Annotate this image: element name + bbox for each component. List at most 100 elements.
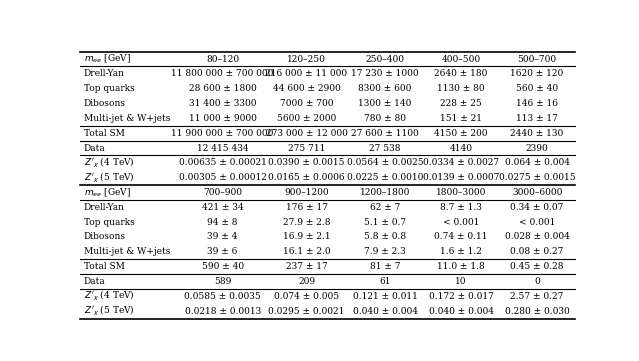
Text: 39 ± 4: 39 ± 4 xyxy=(208,232,238,242)
Text: 80–120: 80–120 xyxy=(206,55,239,64)
Text: Top quarks: Top quarks xyxy=(84,218,135,227)
Text: 27.9 ± 2.8: 27.9 ± 2.8 xyxy=(283,218,330,227)
Text: 0.0334 ± 0.0027: 0.0334 ± 0.0027 xyxy=(423,158,499,168)
Text: $Z'_\chi$ (4 TeV): $Z'_\chi$ (4 TeV) xyxy=(84,289,135,303)
Text: 0.280 ± 0.030: 0.280 ± 0.030 xyxy=(505,306,569,316)
Text: 0.00305 ± 0.00012: 0.00305 ± 0.00012 xyxy=(179,173,266,182)
Text: 8300 ± 600: 8300 ± 600 xyxy=(358,84,412,93)
Text: 28 600 ± 1800: 28 600 ± 1800 xyxy=(189,84,256,93)
Text: < 0.001: < 0.001 xyxy=(519,218,555,227)
Text: 7.9 ± 2.3: 7.9 ± 2.3 xyxy=(364,247,406,256)
Text: Total SM: Total SM xyxy=(84,262,125,271)
Text: 1300 ± 140: 1300 ± 140 xyxy=(358,99,412,108)
Text: 27 600 ± 1100: 27 600 ± 1100 xyxy=(351,129,419,138)
Text: Dibosons: Dibosons xyxy=(84,232,126,242)
Text: 0.0295 ± 0.0021: 0.0295 ± 0.0021 xyxy=(268,306,344,316)
Text: 250–400: 250–400 xyxy=(366,55,404,64)
Text: $Z'_\chi$ (5 TeV): $Z'_\chi$ (5 TeV) xyxy=(84,304,135,318)
Text: Multi-jet & W+jets: Multi-jet & W+jets xyxy=(84,247,170,256)
Text: 560 ± 40: 560 ± 40 xyxy=(516,84,558,93)
Text: 589: 589 xyxy=(214,277,231,286)
Text: 0.0585 ± 0.0035: 0.0585 ± 0.0035 xyxy=(184,292,261,301)
Text: 44 600 ± 2900: 44 600 ± 2900 xyxy=(273,84,341,93)
Text: 700–900: 700–900 xyxy=(203,188,242,197)
Text: 0.0165 ± 0.0006: 0.0165 ± 0.0006 xyxy=(268,173,345,182)
Text: 2.57 ± 0.27: 2.57 ± 0.27 xyxy=(511,292,564,301)
Text: 0.0225 ± 0.0010: 0.0225 ± 0.0010 xyxy=(347,173,423,182)
Text: 16.1 ± 2.0: 16.1 ± 2.0 xyxy=(282,247,330,256)
Text: 2390: 2390 xyxy=(526,144,548,152)
Text: 7000 ± 700: 7000 ± 700 xyxy=(280,99,334,108)
Text: 2440 ± 130: 2440 ± 130 xyxy=(511,129,564,138)
Text: 780 ± 80: 780 ± 80 xyxy=(364,114,406,123)
Text: 11 000 ± 9000: 11 000 ± 9000 xyxy=(189,114,257,123)
Text: 0.08 ± 0.27: 0.08 ± 0.27 xyxy=(511,247,564,256)
Text: 81 ± 7: 81 ± 7 xyxy=(370,262,401,271)
Text: 176 ± 17: 176 ± 17 xyxy=(286,203,328,212)
Text: 237 ± 17: 237 ± 17 xyxy=(286,262,327,271)
Text: 17 230 ± 1000: 17 230 ± 1000 xyxy=(351,69,419,78)
Text: 0.172 ± 0.017: 0.172 ± 0.017 xyxy=(429,292,493,301)
Text: 209: 209 xyxy=(298,277,315,286)
Text: 8.7 ± 1.3: 8.7 ± 1.3 xyxy=(440,203,482,212)
Text: 0.45 ± 0.28: 0.45 ± 0.28 xyxy=(511,262,564,271)
Text: 151 ± 21: 151 ± 21 xyxy=(440,114,482,123)
Text: 1800–3000: 1800–3000 xyxy=(436,188,486,197)
Text: < 0.001: < 0.001 xyxy=(443,218,479,227)
Text: 0.040 ± 0.004: 0.040 ± 0.004 xyxy=(353,306,418,316)
Text: 500–700: 500–700 xyxy=(518,55,557,64)
Text: 16.9 ± 2.1: 16.9 ± 2.1 xyxy=(282,232,330,242)
Text: 900–1200: 900–1200 xyxy=(284,188,329,197)
Text: 1130 ± 80: 1130 ± 80 xyxy=(437,84,485,93)
Text: 0.74 ± 0.11: 0.74 ± 0.11 xyxy=(435,232,488,242)
Text: 113 ± 17: 113 ± 17 xyxy=(516,114,558,123)
Text: 275 711: 275 711 xyxy=(288,144,325,152)
Text: 0.00635 ± 0.00021: 0.00635 ± 0.00021 xyxy=(179,158,266,168)
Text: Total SM: Total SM xyxy=(84,129,125,138)
Text: 0.121 ± 0.011: 0.121 ± 0.011 xyxy=(353,292,417,301)
Text: 39 ± 6: 39 ± 6 xyxy=(208,247,238,256)
Text: 216 000 ± 11 000: 216 000 ± 11 000 xyxy=(265,69,348,78)
Text: 61: 61 xyxy=(380,277,391,286)
Text: 421 ± 34: 421 ± 34 xyxy=(202,203,243,212)
Text: 4140: 4140 xyxy=(450,144,473,152)
Text: 273 000 ± 12 000: 273 000 ± 12 000 xyxy=(266,129,348,138)
Text: $Z'_\chi$ (5 TeV): $Z'_\chi$ (5 TeV) xyxy=(84,171,135,185)
Text: Data: Data xyxy=(84,277,105,286)
Text: 0.0390 ± 0.0015: 0.0390 ± 0.0015 xyxy=(268,158,345,168)
Text: 0.0275 ± 0.0015: 0.0275 ± 0.0015 xyxy=(499,173,575,182)
Text: 0.064 ± 0.004: 0.064 ± 0.004 xyxy=(505,158,569,168)
Text: 0.074 ± 0.005: 0.074 ± 0.005 xyxy=(274,292,339,301)
Text: 400–500: 400–500 xyxy=(442,55,481,64)
Text: 94 ± 8: 94 ± 8 xyxy=(208,218,238,227)
Text: 11 800 000 ± 700 000: 11 800 000 ± 700 000 xyxy=(171,69,274,78)
Text: 3000–6000: 3000–6000 xyxy=(512,188,562,197)
Text: Data: Data xyxy=(84,144,105,152)
Text: 0.028 ± 0.004: 0.028 ± 0.004 xyxy=(505,232,569,242)
Text: Drell-Yan: Drell-Yan xyxy=(84,203,125,212)
Text: 0.34 ± 0.07: 0.34 ± 0.07 xyxy=(511,203,564,212)
Text: 10: 10 xyxy=(456,277,467,286)
Text: Top quarks: Top quarks xyxy=(84,84,135,93)
Text: $m_{ee}$ [GeV]: $m_{ee}$ [GeV] xyxy=(84,53,131,65)
Text: 11 900 000 ± 700 000: 11 900 000 ± 700 000 xyxy=(171,129,274,138)
Text: $m_{ee}$ [GeV]: $m_{ee}$ [GeV] xyxy=(84,186,131,199)
Text: 31 400 ± 3300: 31 400 ± 3300 xyxy=(189,99,256,108)
Text: 1620 ± 120: 1620 ± 120 xyxy=(511,69,564,78)
Text: 2640 ± 180: 2640 ± 180 xyxy=(435,69,488,78)
Text: 146 ± 16: 146 ± 16 xyxy=(516,99,558,108)
Text: 590 ± 40: 590 ± 40 xyxy=(202,262,243,271)
Text: 0.0139 ± 0.0007: 0.0139 ± 0.0007 xyxy=(423,173,499,182)
Text: 228 ± 25: 228 ± 25 xyxy=(440,99,482,108)
Text: 0: 0 xyxy=(534,277,540,286)
Text: 62 ± 7: 62 ± 7 xyxy=(370,203,400,212)
Text: 5.1 ± 0.7: 5.1 ± 0.7 xyxy=(364,218,406,227)
Text: 1200–1800: 1200–1800 xyxy=(360,188,410,197)
Text: 4150 ± 200: 4150 ± 200 xyxy=(435,129,488,138)
Text: 12 415 434: 12 415 434 xyxy=(197,144,249,152)
Text: 1.6 ± 1.2: 1.6 ± 1.2 xyxy=(440,247,482,256)
Text: $Z'_\chi$ (4 TeV): $Z'_\chi$ (4 TeV) xyxy=(84,156,135,170)
Text: Dibosons: Dibosons xyxy=(84,99,126,108)
Text: 0.0564 ± 0.0025: 0.0564 ± 0.0025 xyxy=(347,158,424,168)
Text: 0.0218 ± 0.0013: 0.0218 ± 0.0013 xyxy=(185,306,261,316)
